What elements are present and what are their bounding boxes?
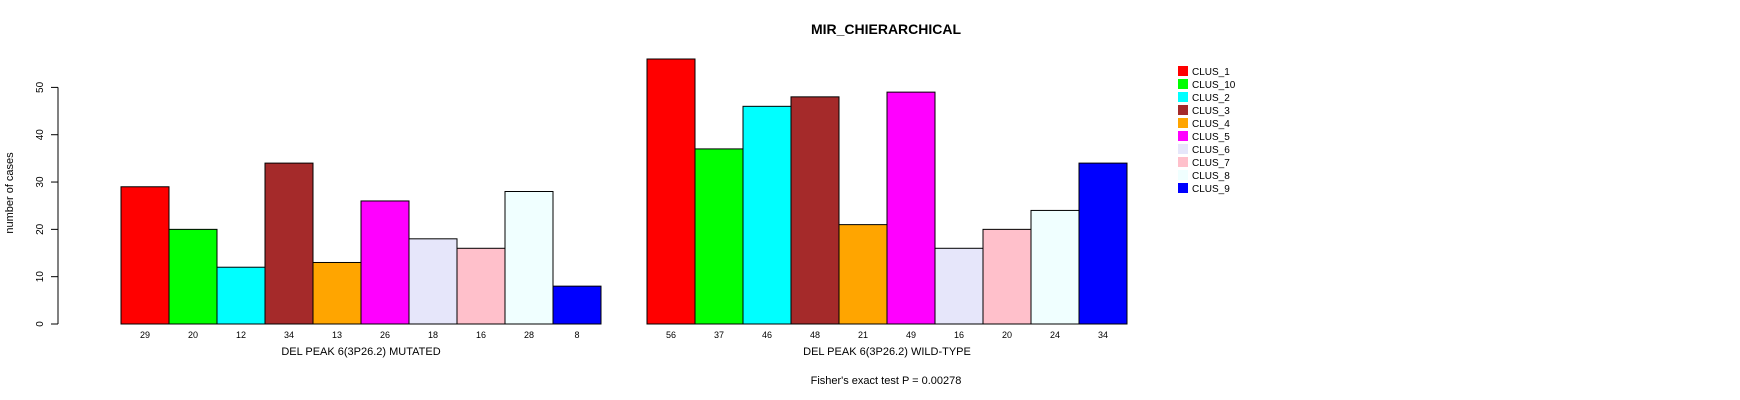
legend-label: CLUS_5	[1192, 132, 1230, 143]
legend-swatch	[1178, 157, 1188, 167]
bar-group: 56 37 46 48 21 49 16 20 24 34 DEL PEAK 6(3P26.2) W…	[646, 58, 1128, 358]
bar	[694, 148, 744, 325]
bar	[216, 266, 266, 325]
bar-count-label: 28	[524, 330, 534, 340]
legend-swatch	[1178, 79, 1188, 89]
legend-swatch	[1178, 118, 1188, 128]
bar	[1030, 209, 1080, 325]
bar	[264, 162, 314, 325]
bar-count-label: 49	[906, 330, 916, 340]
bar-count-label: 24	[1050, 330, 1060, 340]
x-axis-label: DEL PEAK 6(3P26.2) WILD-TYPE	[803, 346, 971, 358]
bar-count-label: 34	[284, 330, 294, 340]
legend-label: CLUS_10	[1192, 80, 1236, 91]
bar	[168, 228, 218, 325]
y-axis-label: number of cases	[4, 152, 16, 234]
bar	[790, 96, 840, 325]
bar	[504, 191, 554, 325]
legend-label: CLUS_3	[1192, 106, 1230, 117]
bar-count-label: 37	[714, 330, 724, 340]
bar-count-label: 48	[810, 330, 820, 340]
bar-count-label: 20	[1002, 330, 1012, 340]
bar	[408, 238, 458, 325]
bar-count-label: 13	[332, 330, 342, 340]
bar	[982, 228, 1032, 325]
bar	[456, 247, 506, 325]
bar-count-label: 16	[476, 330, 486, 340]
legend-label: CLUS_7	[1192, 158, 1230, 169]
legend-label: CLUS_4	[1192, 119, 1230, 130]
x-axis-label: DEL PEAK 6(3P26.2) MUTATED	[281, 346, 440, 358]
bar	[552, 285, 602, 325]
bar-count-label: 46	[762, 330, 772, 340]
y-tick-label: 40	[35, 129, 46, 141]
y-axis: 0 10 20 30 40 50	[35, 81, 59, 327]
legend-swatch	[1178, 144, 1188, 154]
legend-label: CLUS_1	[1192, 67, 1230, 78]
legend-label: CLUS_2	[1192, 93, 1230, 104]
bar-panels: 29 20 12 34 13 26 18 16 28 8 DEL PEAK 6(3P26.2) MU…	[120, 58, 1128, 358]
y-tick-label: 30	[35, 176, 46, 188]
legend-label: CLUS_6	[1192, 145, 1230, 156]
bar	[838, 224, 888, 325]
bar-count-label: 29	[140, 330, 150, 340]
bar-count-label: 18	[428, 330, 438, 340]
y-tick-label: 10	[35, 271, 46, 283]
bar	[742, 105, 792, 325]
bar-count-label: 16	[954, 330, 964, 340]
bar-count-label: 34	[1098, 330, 1108, 340]
bar-count-label: 21	[858, 330, 868, 340]
legend-label: CLUS_9	[1192, 184, 1230, 195]
legend-swatch	[1178, 183, 1188, 193]
bar	[312, 261, 362, 325]
bar-count-label: 20	[188, 330, 198, 340]
bar	[646, 58, 696, 325]
bar	[934, 247, 984, 325]
chart-title: MIR_CHIERARCHICAL	[811, 21, 962, 37]
bar	[360, 200, 410, 325]
bar-group: 29 20 12 34 13 26 18 16 28 8 DEL PEAK 6(3P26.2) MU…	[120, 162, 602, 358]
legend-swatch	[1178, 66, 1188, 76]
y-tick-label: 0	[35, 321, 46, 327]
bar-count-label: 56	[666, 330, 676, 340]
legend: CLUS_1 CLUS_10 CLUS_2 CLUS_3 CLUS_4 CLUS_5 CLU…	[1178, 66, 1236, 195]
bar-count-label: 12	[236, 330, 246, 340]
bar	[886, 91, 936, 325]
bar-count-label: 8	[574, 330, 579, 340]
legend-swatch	[1178, 105, 1188, 115]
y-tick-label: 20	[35, 223, 46, 235]
fisher-test-footnote: Fisher's exact test P = 0.00278	[811, 375, 962, 387]
legend-label: CLUS_8	[1192, 171, 1230, 182]
bar	[1078, 162, 1128, 325]
legend-swatch	[1178, 131, 1188, 141]
legend-swatch	[1178, 92, 1188, 102]
legend-swatch	[1178, 170, 1188, 180]
bar-count-label: 26	[380, 330, 390, 340]
y-tick-label: 50	[35, 81, 46, 93]
bar	[120, 186, 170, 325]
